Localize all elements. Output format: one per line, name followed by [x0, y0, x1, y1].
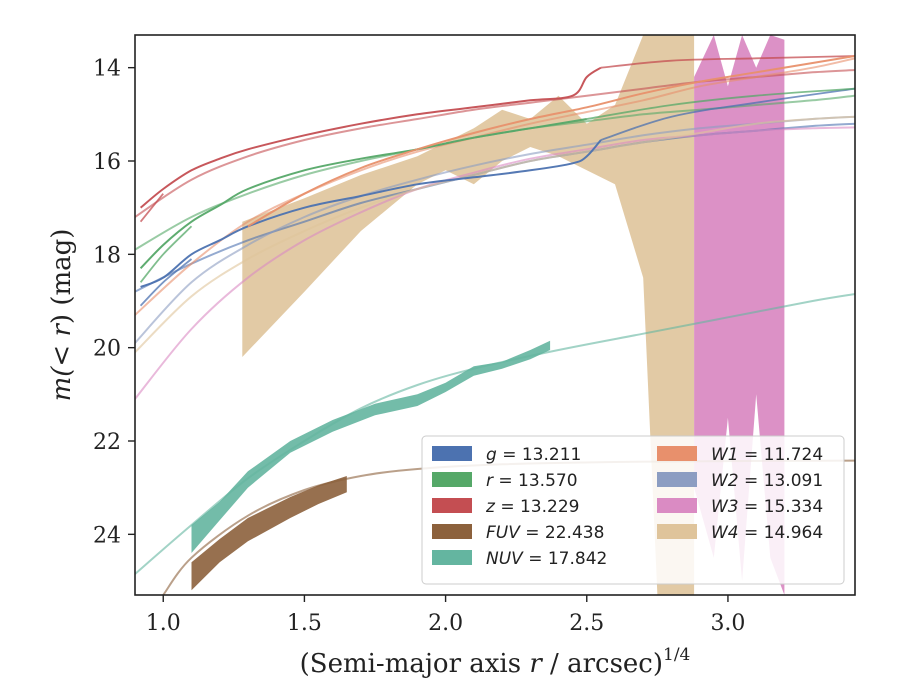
- legend-label-g: g = 13.211: [486, 445, 581, 465]
- legend-label-w2: W2 = 13.091: [711, 471, 823, 491]
- x-tick-label: 1.5: [287, 611, 322, 636]
- data-curve-z: [139, 66, 602, 209]
- series-lines: [135, 55, 855, 595]
- x-tick-label: 2.5: [569, 611, 604, 636]
- model-curve-w3: [135, 126, 855, 400]
- data-curve-g: [600, 87, 855, 141]
- y-tick-label: 18: [93, 243, 121, 268]
- legend-swatch-nuv: [432, 550, 472, 565]
- data-curve-g: [140, 139, 602, 288]
- legend-swatch-z: [432, 498, 472, 513]
- y-axis-label: m(< r) (mag): [47, 229, 77, 402]
- data-curve-z: [139, 193, 164, 223]
- x-axis-label: (Semi-major axis r / arcsec)1/4: [300, 645, 691, 679]
- model-curve-w4: [135, 115, 855, 354]
- x-tick-label: 2.0: [428, 611, 463, 636]
- x-axis-ticks: 1.0 1.5 2.0 2.5 3.0: [146, 595, 745, 636]
- model-curve-nuv: [135, 293, 855, 575]
- x-tick-label: 3.0: [710, 611, 745, 636]
- data-curve-r: [139, 225, 193, 283]
- legend-swatch-r: [432, 472, 472, 487]
- legend-label-w4: W4 = 14.964: [711, 523, 823, 543]
- legend-box: [421, 435, 845, 585]
- plot-frame: [134, 34, 856, 596]
- y-tick-label: 22: [93, 430, 121, 455]
- data-curve-g: [139, 258, 193, 307]
- y-tick-label: 16: [93, 150, 121, 175]
- y-tick-label: 14: [93, 57, 121, 82]
- data-curve-r: [139, 118, 587, 269]
- y-axis-ticks: 14 16 18 20 22 24: [93, 57, 135, 548]
- legend-label-r: r = 13.570: [486, 471, 578, 491]
- legend-swatch-w3: [657, 498, 697, 513]
- legend-label-w3: W3 = 15.334: [711, 497, 823, 517]
- data-curve-z: [600, 55, 855, 69]
- legend-swatch-g: [432, 446, 472, 461]
- legend: g = 13.211 r = 13.570 z = 13.229 FUV = 22.4…: [421, 435, 845, 585]
- legend-label-nuv: NUV = 17.842: [486, 549, 607, 569]
- band-fuv: [191, 476, 347, 591]
- y-tick-label: 24: [93, 523, 121, 548]
- legend-swatch-w2: [657, 472, 697, 487]
- legend-swatch-fuv: [432, 524, 472, 539]
- legend-swatch-w1: [657, 446, 697, 461]
- data-curve-r: [586, 87, 855, 120]
- band-nuv: [191, 340, 551, 553]
- legend-label-w1: W1 = 11.724: [711, 445, 823, 465]
- model-curve-w1: [135, 57, 855, 316]
- legend-swatch-w4: [657, 524, 697, 539]
- x-tick-label: 1.0: [146, 611, 181, 636]
- data-curve-w1: [247, 55, 855, 228]
- y-tick-label: 20: [93, 337, 121, 362]
- legend-label-fuv: FUV = 22.438: [486, 523, 604, 543]
- band-w4: [242, 35, 695, 595]
- legend-label-z: z = 13.229: [485, 497, 579, 517]
